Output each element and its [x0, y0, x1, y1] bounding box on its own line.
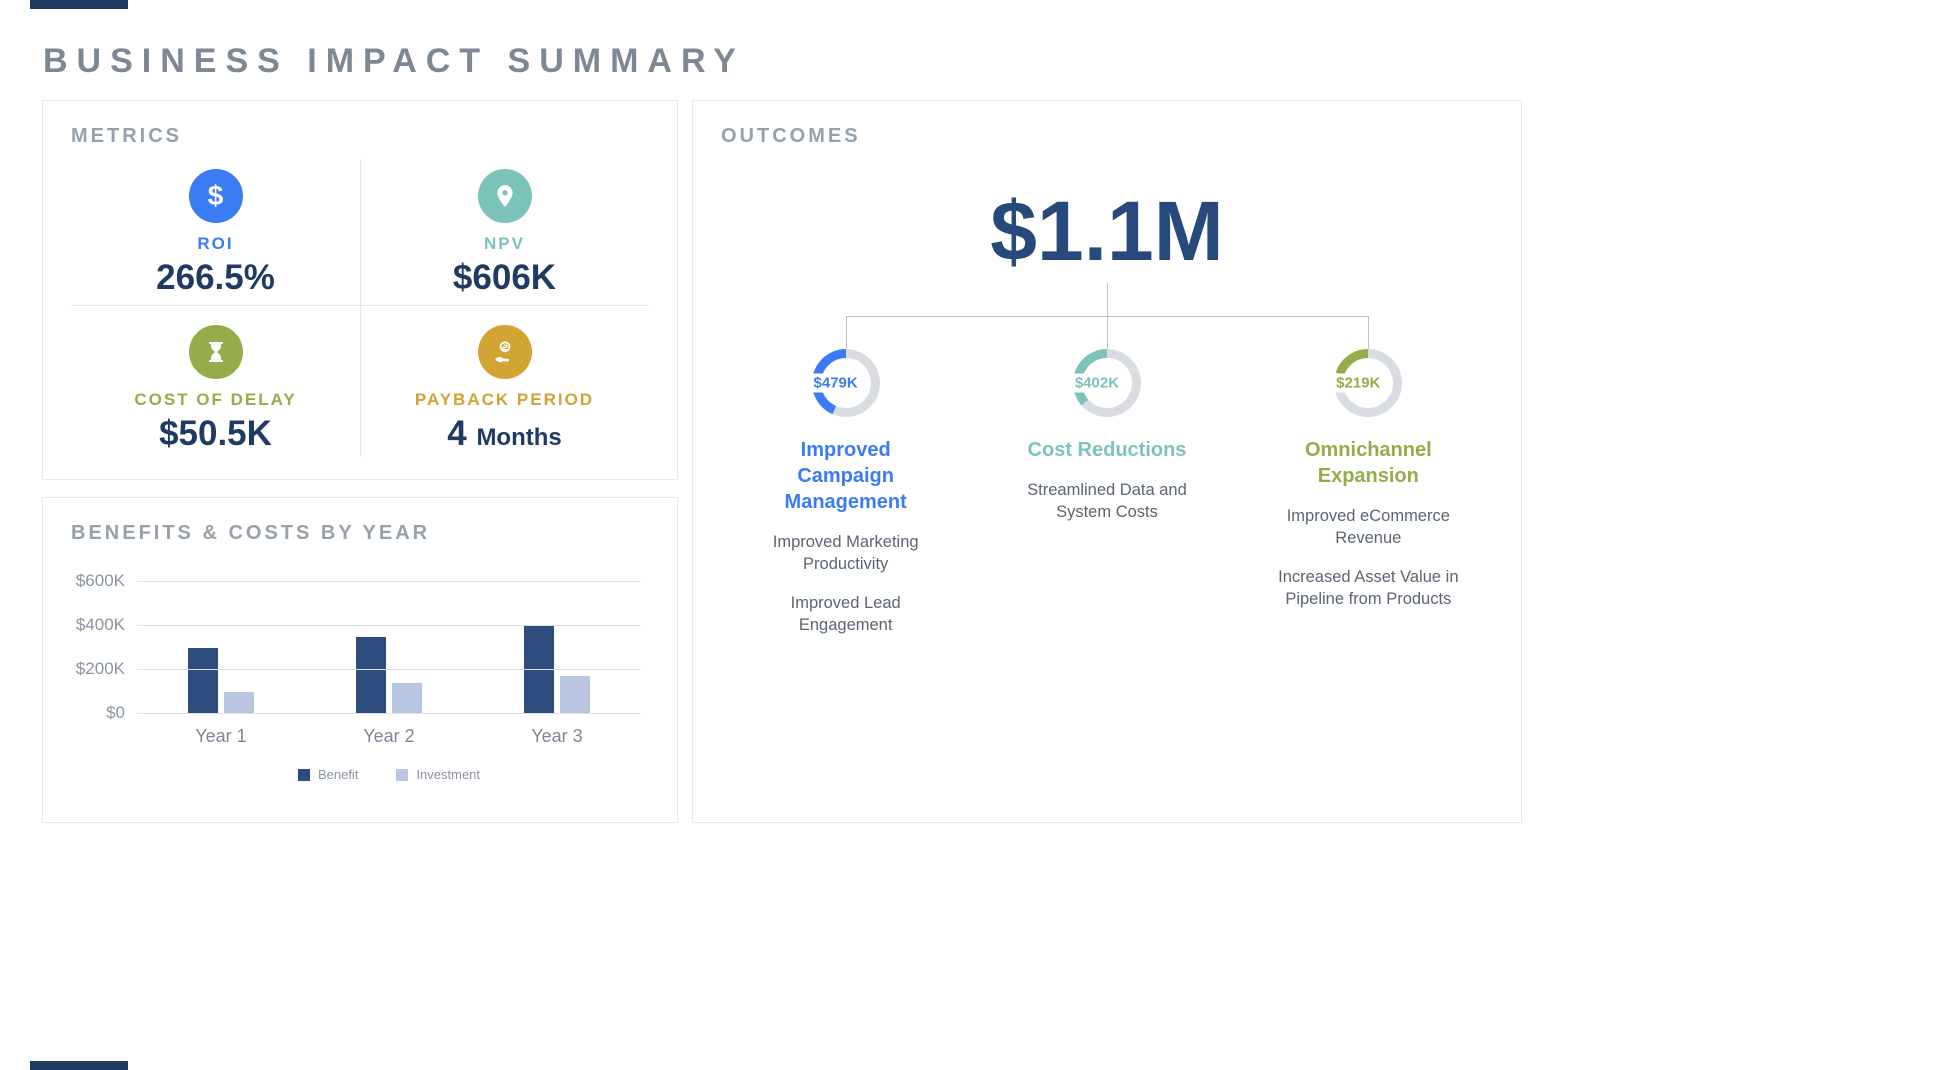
metric-label: ROI [197, 233, 234, 253]
connector-stem [1107, 283, 1108, 316]
legend-swatch [396, 768, 409, 781]
metrics-horizontal-divider [71, 305, 649, 306]
metric-value: 4 Months [447, 414, 562, 454]
gridline [137, 625, 641, 626]
donut-chart: $479K [810, 349, 880, 417]
outcome-branch-cost-reductions: $402K Cost Reductions Streamlined Data a… [976, 349, 1237, 636]
chart-y-axis: $0 $200K $400K $600K [73, 571, 137, 722]
bar-group [356, 582, 422, 714]
metrics-grid: $ ROI 266.5% NPV $606K COST OF DELAY $50… [71, 155, 649, 467]
hourglass-icon [188, 324, 243, 379]
legend-item-benefit: Benefit [297, 767, 359, 782]
branch-title: Improved Campaign Management [784, 439, 907, 513]
bar-chart-plot-area: $0 $200K $400K $600K [73, 571, 641, 722]
legend-item-investment: Investment [396, 767, 480, 782]
outcomes-connector [715, 283, 1499, 349]
chart-x-axis: Year 1 Year 2 Year 3 [137, 726, 641, 747]
payback-hand-coin-icon [477, 324, 532, 379]
gridline [137, 713, 641, 714]
x-tick-label: Year 3 [531, 726, 583, 746]
y-tick-label: $400K [75, 615, 125, 634]
gridline [137, 581, 641, 582]
y-tick-label: $0 [106, 703, 125, 722]
legend-label: Benefit [317, 767, 359, 782]
chart-bar-groups [137, 582, 641, 714]
metric-value: 266.5% [156, 257, 275, 297]
branch-detail: Streamlined Data and System Costs [1027, 481, 1187, 522]
outcome-branches: $479K Improved Campaign Management Impro… [715, 349, 1499, 636]
branch-detail: Improved Lead Engagement [790, 593, 901, 634]
slide-accent-bottom [30, 1061, 128, 1070]
chart-plot [137, 581, 641, 714]
slide-accent-top [30, 0, 128, 9]
hand-coin-glyph [494, 340, 510, 363]
hourglass-glyph [208, 341, 223, 362]
y-tick-label: $600K [75, 571, 125, 590]
bar-group [188, 582, 254, 714]
metric-value-suffix: Months [476, 423, 562, 451]
dollar-glyph: $ [207, 179, 224, 211]
x-tick-label: Year 2 [363, 726, 415, 746]
metric-value-number: 4 [447, 413, 467, 453]
branch-detail: Improved eCommerce Revenue [1286, 507, 1450, 548]
metric-payback-period: PAYBACK PERIOD 4 Months [360, 311, 649, 467]
outcomes-total-value: $1.1M [990, 184, 1224, 278]
gridline [137, 669, 641, 670]
outcome-branch-campaign: $479K Improved Campaign Management Impro… [715, 349, 976, 636]
connector-drop-1 [845, 316, 847, 349]
metric-label: NPV [484, 233, 525, 253]
x-tick-label: Year 1 [195, 726, 247, 746]
branch-title: Omnichannel Expansion [1304, 439, 1432, 487]
metric-value: $606K [452, 257, 557, 297]
metric-npv: NPV $606K [360, 155, 649, 311]
legend-swatch [297, 768, 310, 781]
connector-drop-3 [1368, 316, 1370, 349]
bar-benefit [188, 648, 218, 714]
bar-benefit [524, 626, 554, 714]
outcomes-card: OUTCOMES $1.1M $479K Improved Campaign M… [692, 100, 1522, 823]
metrics-vertical-divider [360, 159, 361, 457]
bar-investment [392, 683, 422, 714]
metric-label: COST OF DELAY [134, 389, 297, 409]
chart-legend: Benefit Investment [137, 767, 641, 782]
y-tick-label: $200K [75, 659, 125, 678]
bar-chart: $0 $200K $400K $600K Year 1 Year 2 Year 3 Ben… [73, 571, 641, 782]
outcome-branch-omnichannel: $219K Omnichannel Expansion Improved eCo… [1238, 349, 1499, 636]
benefits-card-header: BENEFITS & COSTS BY YEAR [71, 522, 431, 544]
donut-value-label: $479K [810, 373, 861, 393]
donut-chart: $219K [1333, 349, 1403, 417]
metric-cost-of-delay: COST OF DELAY $50.5K [71, 311, 360, 467]
outcomes-card-header: OUTCOMES [721, 125, 861, 147]
bar-group [524, 582, 590, 714]
benefits-costs-card: BENEFITS & COSTS BY YEAR $0 $200K $400K $60… [42, 497, 678, 823]
branch-title: Cost Reductions [1027, 439, 1187, 461]
branch-detail: Improved Marketing Productivity [772, 533, 919, 574]
outcomes-body: $1.1M $479K Improved Campaign Management… [693, 101, 1521, 822]
metric-roi: $ ROI 266.5% [71, 155, 360, 311]
metric-value: $50.5K [159, 413, 272, 453]
donut-value-label: $402K [1071, 373, 1123, 393]
donut-chart: $402K [1071, 349, 1141, 417]
branch-detail: Increased Asset Value in Pipeline from P… [1278, 567, 1459, 608]
connector-drop-2 [1107, 316, 1108, 349]
metrics-card-header: METRICS [71, 125, 182, 147]
legend-label: Investment [416, 767, 481, 782]
donut-value-label: $219K [1333, 373, 1384, 393]
bar-benefit [356, 637, 386, 714]
bar-investment [224, 692, 254, 714]
page-title: BUSINESS IMPACT SUMMARY [43, 42, 745, 80]
metric-label: PAYBACK PERIOD [414, 389, 595, 409]
metrics-card: METRICS $ ROI 266.5% NPV $606K [42, 100, 678, 480]
bar-investment [560, 675, 590, 714]
location-pin-icon [477, 168, 532, 223]
location-pin-glyph [496, 184, 513, 207]
dollar-icon: $ [188, 168, 243, 223]
